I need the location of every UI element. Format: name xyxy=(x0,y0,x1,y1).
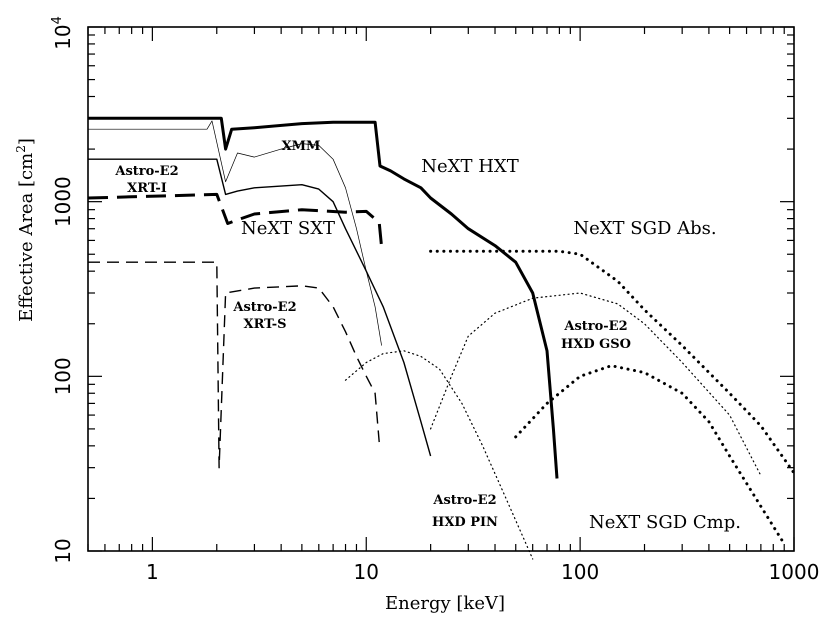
y-axis-title-main: Effective Area [cm xyxy=(16,153,37,322)
x-tick-labels: 1 10 100 1000 xyxy=(146,560,819,584)
x-tick-label: 10 xyxy=(354,560,379,584)
series-astro-e2-hxd-gso xyxy=(430,292,762,477)
major-ticks xyxy=(88,26,795,552)
x-tick-label: 1 xyxy=(146,560,159,584)
series-next-sgd-cmp xyxy=(514,364,786,546)
series-next-sgd-abs xyxy=(429,249,796,475)
x-axis-title: Energy [keV] xyxy=(385,593,505,614)
y-tick-top-base: 10 xyxy=(51,24,75,49)
annotation-astro-e2-xrts-2: XRT-S xyxy=(244,317,287,332)
series-astro-e2-hxd-pin xyxy=(344,350,534,560)
series-astro-e2-xrt-i xyxy=(88,158,432,457)
annotation-astro-e2-xrti-1: Astro-E2 xyxy=(114,164,178,179)
annotation-next-sgd-abs: NeXT SGD Abs. xyxy=(573,218,716,239)
annotations: XMM Astro-E2 XRT-I NeXT HXT NeXT SXT NeX… xyxy=(114,139,741,533)
annotation-astro-e2-gso-1: Astro-E2 xyxy=(563,319,627,334)
annotation-astro-e2-pin-2: HXD PIN xyxy=(432,515,498,530)
series-layer xyxy=(87,116,796,560)
y-axis-title-sup: 2 xyxy=(14,145,28,153)
series-next-sxt xyxy=(87,192,384,248)
annotation-astro-e2-xrti-2: XRT-I xyxy=(127,181,167,196)
y-tick-labels: 10 100 1000 104 xyxy=(50,16,75,564)
y-tick-label-top: 104 xyxy=(50,16,75,50)
annotation-astro-e2-xrts-1: Astro-E2 xyxy=(232,300,296,315)
annotation-astro-e2-gso-2: HXD GSO xyxy=(561,337,631,352)
y-tick-label: 10 xyxy=(51,538,75,563)
annotation-next-hxt: NeXT HXT xyxy=(421,156,518,177)
series-next-hxt xyxy=(88,116,559,479)
y-tick-label: 1000 xyxy=(51,176,75,227)
annotation-next-sgd-cmp: NeXT SGD Cmp. xyxy=(589,512,741,533)
plot-frame xyxy=(87,26,795,552)
annotation-xmm: XMM xyxy=(282,139,321,154)
series-xmm xyxy=(88,120,382,346)
series-astro-e2-xrt-s xyxy=(88,261,380,469)
annotation-next-sxt: NeXT SXT xyxy=(241,218,335,239)
x-tick-label: 1000 xyxy=(769,560,820,584)
minor-ticks xyxy=(87,27,794,551)
y-tick-label: 100 xyxy=(51,357,75,395)
y-axis-title-end: ] xyxy=(16,138,37,145)
y-tick-top-exp: 4 xyxy=(50,16,65,24)
y-axis-title: Effective Area [cm2] xyxy=(14,138,37,322)
x-tick-label: 100 xyxy=(561,560,599,584)
annotation-astro-e2-pin-1: Astro-E2 xyxy=(432,493,496,508)
